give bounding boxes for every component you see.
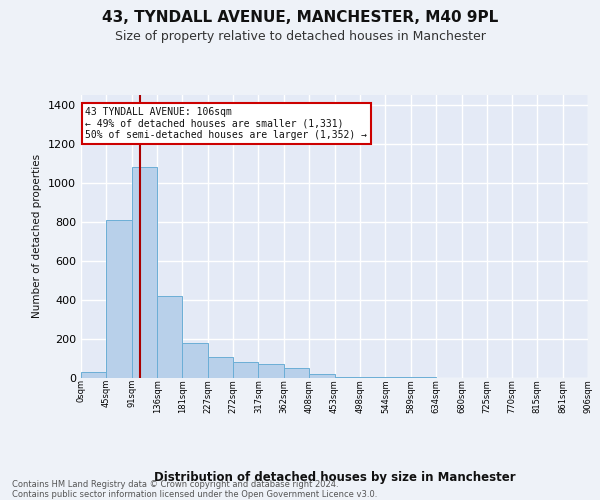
Bar [233,362,259,378]
Bar [106,220,132,378]
Bar [157,296,182,378]
Bar [359,377,385,378]
Text: 43 TYNDALL AVENUE: 106sqm
← 49% of detached houses are smaller (1,331)
50% of se: 43 TYNDALL AVENUE: 106sqm ← 49% of detac… [85,106,367,140]
Text: Contains HM Land Registry data © Crown copyright and database right 2024.
Contai: Contains HM Land Registry data © Crown c… [12,480,377,499]
Bar [259,364,284,378]
Bar [284,368,310,378]
Text: 43, TYNDALL AVENUE, MANCHESTER, M40 9PL: 43, TYNDALL AVENUE, MANCHESTER, M40 9PL [102,10,498,25]
Bar [335,376,359,378]
X-axis label: Distribution of detached houses by size in Manchester: Distribution of detached houses by size … [154,471,515,484]
Y-axis label: Number of detached properties: Number of detached properties [32,154,43,318]
Bar [310,374,335,378]
Bar [132,167,157,378]
Bar [81,372,106,378]
Bar [182,344,208,378]
Bar [208,357,233,378]
Text: Size of property relative to detached houses in Manchester: Size of property relative to detached ho… [115,30,485,43]
